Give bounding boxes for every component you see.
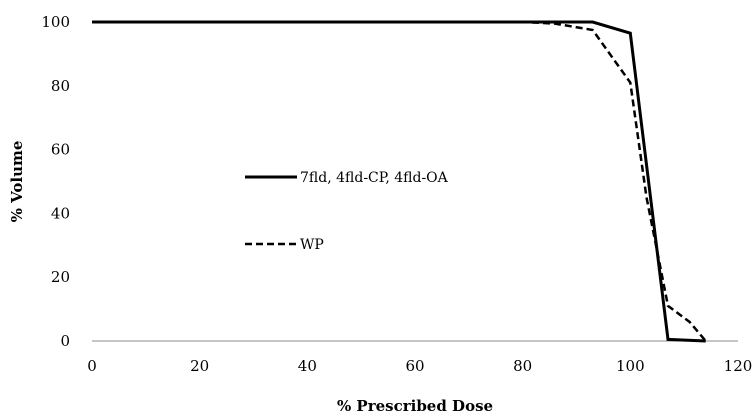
x-tick-label: 0	[87, 357, 97, 375]
y-tick-labels: 0 20 40 60 80 100	[41, 13, 70, 350]
series-lines	[92, 20, 707, 343]
x-axis-title: % Prescribed Dose	[337, 397, 493, 415]
series-line-wp	[92, 20, 707, 342]
legend-label: WP	[300, 237, 324, 253]
x-tick-label: 80	[513, 357, 532, 375]
y-tick-label: 100	[41, 13, 70, 31]
x-tick-labels: 0 20 40 60 80 100 120	[87, 357, 752, 375]
legend-label: 7fld, 4fld-CP, 4fld-OA	[300, 170, 449, 186]
x-tick-label: 40	[298, 357, 317, 375]
x-tick-label: 60	[405, 357, 424, 375]
y-tick-label: 0	[60, 332, 70, 350]
y-tick-label: 60	[51, 141, 70, 159]
x-tick-label: 100	[616, 357, 645, 375]
x-tick-label: 20	[190, 357, 209, 375]
legend: 7fld, 4fld-CP, 4fld-OA WP	[245, 170, 449, 253]
y-tick-label: 80	[51, 77, 70, 95]
y-axis-title: % Volume	[8, 141, 26, 223]
x-tick-label: 120	[724, 357, 753, 375]
y-tick-label: 20	[51, 268, 70, 286]
y-tick-label: 40	[51, 204, 70, 222]
